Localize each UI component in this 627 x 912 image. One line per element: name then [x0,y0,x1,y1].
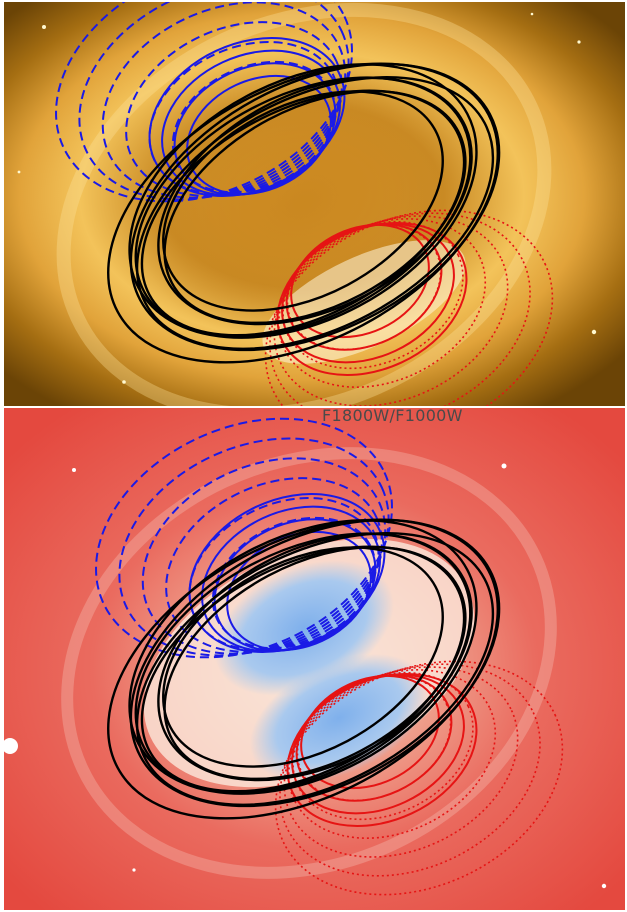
black-equatorial-ring [129,518,501,808]
black-equatorial-ring [162,546,444,768]
bottom-star-field [4,463,607,889]
blue-dashed-ring [101,2,347,199]
top-star-field [17,12,597,384]
blue-dashed-ring [78,2,350,201]
black-equatorial-ring [163,545,467,781]
blue-dashed-ring [125,21,343,197]
black-equatorial-ring [157,76,473,326]
black-equatorial-ring [157,532,473,782]
black-equatorial-ring [107,62,499,364]
blue-dashed-ring [165,477,383,653]
bottom-ring-overlay [95,417,564,896]
red-solid-ring [295,674,453,802]
blue-dashed-ring [55,2,353,203]
black-equatorial-ring [129,62,501,352]
black-equatorial-ring [135,532,495,806]
blue-dashed-ring [95,417,393,659]
filter-label: F1800W/F1000W [322,406,463,425]
blue-solid-ring [201,505,381,653]
black-equatorial-ring [140,545,466,793]
top-nebula-svg [4,2,625,406]
top-nebula-shell [56,2,552,406]
black-equatorial-ring [128,63,478,339]
red-dotted-ring [274,660,564,896]
black-equatorial-ring [163,89,467,325]
bottom-nebula-shell [61,447,557,879]
blue-solid-ring [148,37,346,197]
red-solid-ring [276,222,468,376]
top-ring-overlay [55,2,554,406]
black-equatorial-ring [162,90,444,312]
red-dotted-ring [279,663,541,877]
black-equatorial-ring [140,89,466,337]
black-equatorial-ring [107,518,499,820]
blue-dashed-ring [141,457,387,655]
red-dotted-ring [264,209,554,406]
blue-dashed-ring [118,437,390,657]
red-dotted-ring [273,215,509,406]
bottom-nebula-svg [4,408,625,910]
black-equatorial-ring [128,519,478,795]
red-solid-ring [286,673,478,827]
bottom-image-panel [4,408,625,910]
black-equatorial-ring [134,532,472,794]
black-equatorial-ring [135,76,495,350]
red-dotted-ring [269,212,531,406]
bottom-nebula-blue-lobe-lower [249,653,429,783]
top-image-panel [4,2,625,406]
black-equatorial-ring [134,76,472,338]
